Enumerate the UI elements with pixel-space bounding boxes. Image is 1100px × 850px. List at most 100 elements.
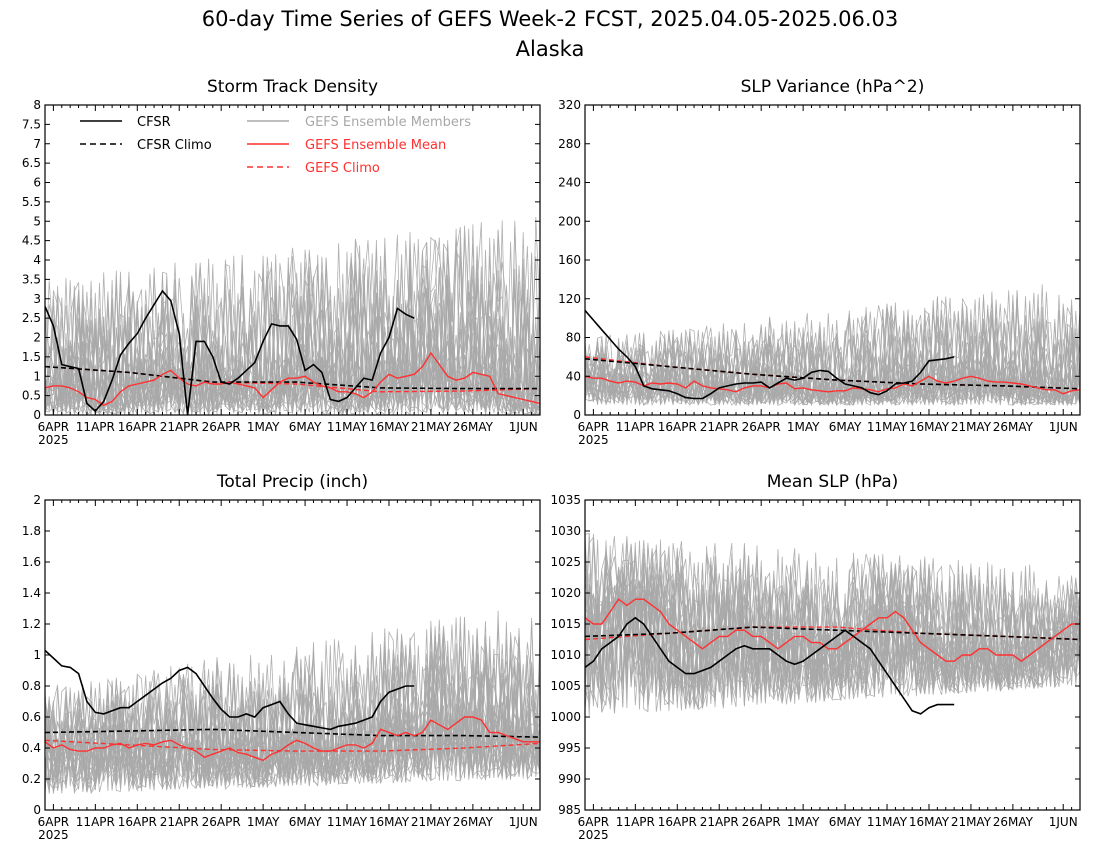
x-tick-label: 26MAY [453, 815, 494, 829]
panel-slp-variance: SLP Variance (hPa^2) 0 40 80 120 160 200 240 280… [558, 77, 1081, 447]
y-tick-label: 1 [33, 648, 41, 662]
series-cfsr [45, 289, 415, 415]
series-cfsr [45, 649, 415, 731]
panel-title: Storm Track Density [207, 77, 378, 97]
x-tick-label: 21MAY [951, 815, 992, 829]
y-tick-label: 160 [558, 253, 581, 267]
y-tick-label: 1025 [550, 555, 581, 569]
y-tick-label: 6 [33, 176, 41, 190]
y-tick-label: 0 [573, 408, 581, 422]
y-tick-label: 320 [558, 98, 581, 112]
ensemble-member-line [45, 278, 540, 415]
y-tick-label: 2 [33, 331, 41, 345]
x-tick-label: 16APR [658, 815, 697, 829]
y-tick-label: 0 [33, 408, 41, 422]
series-gefs-ensemble-mean [585, 598, 1080, 663]
x-tick-label: 26APR [742, 420, 781, 434]
x-tick-label: 11APR [616, 815, 655, 829]
y-tick-label: 1.4 [22, 586, 41, 600]
y-tick-label: 80 [566, 331, 581, 345]
x-year-label: 2025 [38, 828, 69, 842]
y-tick-label: 1015 [550, 617, 581, 631]
ensemble-member-line [45, 639, 540, 792]
x-tick-label: 1MAY [247, 815, 280, 829]
x-tick-label: 11APR [616, 420, 655, 434]
y-tick-label: 1 [33, 369, 41, 383]
series-cfsr [585, 309, 955, 400]
y-tick-label: 1000 [550, 710, 581, 724]
x-tick-label: 11MAY [327, 815, 368, 829]
x-tick-label: 21MAY [411, 815, 452, 829]
x-tick-label: 1JUN [1049, 815, 1078, 829]
series-cfsr-climo [585, 626, 1080, 641]
x-tick-label: 1JUN [509, 815, 538, 829]
y-tick-label: 240 [558, 176, 581, 190]
ensemble-member-line [585, 292, 1080, 406]
x-tick-label: 6MAY [289, 815, 322, 829]
series-gefs-ensemble-mean [45, 351, 540, 407]
y-tick-label: 995 [558, 741, 581, 755]
panel-total-precip: Total Precip (inch) 0 0.2 0.4 0.6 0.8 1 1.2 1.4 1… [22, 472, 541, 842]
x-tick-label: 6APR [578, 420, 609, 434]
y-tick-label: 0.6 [22, 710, 41, 724]
ensemble-member-line [45, 616, 540, 793]
y-tick-label: 5 [33, 214, 41, 228]
x-tick-label: 1MAY [787, 815, 820, 829]
y-tick-label: 7 [33, 137, 41, 151]
y-tick-label: 40 [566, 369, 581, 383]
y-tick-label: 990 [558, 772, 581, 786]
plot-area [45, 610, 540, 795]
y-tick-label: 2.5 [22, 311, 41, 325]
ensemble-member-line [585, 535, 1080, 709]
figure-title: 60-day Time Series of GEFS Week-2 FCST, … [202, 7, 899, 31]
x-tick-label: 1JUN [509, 420, 538, 434]
x-tick-label: 11APR [76, 815, 115, 829]
y-tick-label: 0 [33, 803, 41, 817]
y-tick-label: 1.5 [22, 350, 41, 364]
panel-title: Mean SLP (hPa) [767, 472, 899, 492]
y-tick-label: 1005 [550, 679, 581, 693]
series-cfsr-climo [45, 728, 540, 738]
x-tick-label: 21APR [700, 420, 739, 434]
y-tick-label: 0.4 [22, 741, 41, 755]
x-tick-label: 16APR [118, 420, 157, 434]
x-tick-label: 26MAY [993, 815, 1034, 829]
y-tick-label: 120 [558, 292, 581, 306]
ensemble-member-line [585, 553, 1080, 705]
panel-storm-track-density: Storm Track Density 0 0.5 1 1.5 2 2.5 3 3.5 4 4.5 5… [22, 77, 541, 447]
y-tick-label: 1020 [550, 586, 581, 600]
ensemble-member-line [585, 542, 1080, 714]
ensemble-member-line [45, 224, 540, 415]
y-tick-label: 4 [33, 253, 41, 267]
legend-label-gefs-mean: GEFS Ensemble Mean [305, 138, 446, 153]
y-tick-label: 985 [558, 803, 581, 817]
ensemble-member-line [45, 236, 540, 415]
legend-label-cfsr: CFSR [137, 115, 171, 130]
x-tick-label: 11MAY [327, 420, 368, 434]
x-tick-label: 16MAY [369, 815, 410, 829]
y-tick-label: 0.2 [22, 772, 41, 786]
ensemble-member-line [585, 541, 1080, 710]
figure-subtitle: Alaska [516, 37, 585, 61]
x-tick-label: 16APR [118, 815, 157, 829]
x-tick-label: 11APR [76, 420, 115, 434]
x-tick-label: 11MAY [867, 420, 908, 434]
plot-area [585, 532, 1080, 716]
x-year-label: 2025 [38, 433, 69, 447]
panel-title: Total Precip (inch) [216, 472, 368, 492]
y-tick-label: 0.8 [22, 679, 41, 693]
ensemble-member-line [585, 539, 1080, 708]
x-tick-label: 6MAY [289, 420, 322, 434]
legend-label-gefs-climo: GEFS Climo [305, 161, 380, 176]
series-cfsr [585, 616, 955, 715]
y-tick-label: 8 [33, 98, 41, 112]
series-cfsr-climo [45, 365, 540, 390]
y-tick-label: 4.5 [22, 234, 41, 248]
x-tick-label: 21APR [160, 815, 199, 829]
y-tick-label: 1010 [550, 648, 581, 662]
ensemble-member-line [585, 294, 1080, 406]
x-tick-label: 21MAY [411, 420, 452, 434]
series-gefs-climo [45, 739, 540, 752]
x-tick-label: 1JUN [1049, 420, 1078, 434]
